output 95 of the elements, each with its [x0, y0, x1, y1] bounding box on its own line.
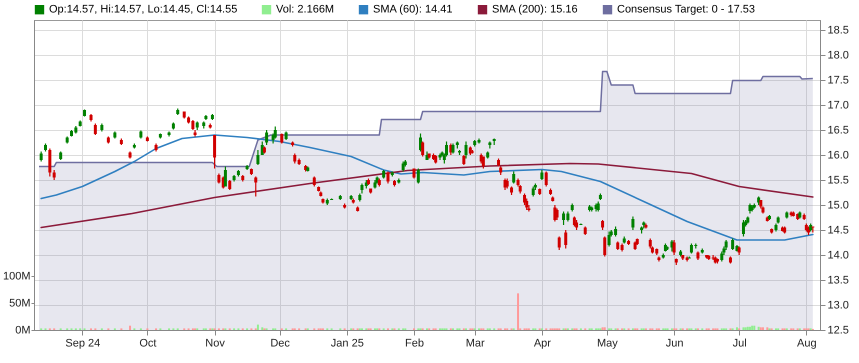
x-tick-label: Jan 25 — [330, 338, 364, 350]
legend-label: Vol: 2.166M — [276, 4, 334, 16]
candlestick — [512, 170, 516, 184]
y-tick-label: 14.0 — [828, 250, 849, 262]
candlestick — [386, 170, 390, 184]
candlestick — [532, 186, 535, 198]
bar — [751, 326, 754, 330]
candlestick — [540, 169, 544, 181]
x-tick-label: Feb — [405, 338, 424, 350]
candlestick — [452, 142, 455, 154]
candlestick — [217, 172, 220, 184]
candlestick — [482, 156, 485, 170]
candlestick — [265, 129, 268, 146]
x-tick-label: Dec — [270, 338, 290, 350]
bar — [602, 327, 604, 330]
candlestick — [566, 210, 570, 222]
bar — [604, 327, 606, 330]
bar — [129, 326, 132, 330]
candlestick — [506, 178, 509, 190]
x-tick-label: Sep 24 — [65, 338, 100, 350]
x-tick-label: Mar — [466, 338, 485, 350]
x-tick-label: Aug — [797, 338, 817, 350]
line-series — [40, 134, 814, 241]
x-tick-label: May — [597, 338, 618, 350]
y-tick-label: 17.5 — [828, 74, 849, 86]
candlestick — [562, 210, 566, 226]
candlestick — [556, 208, 559, 221]
bar — [517, 293, 520, 330]
legend-label: SMA (60): 14.41 — [373, 4, 452, 16]
candlestick — [742, 219, 745, 238]
legend-label: SMA (200): 15.16 — [492, 4, 578, 16]
x-tick-label: Nov — [205, 338, 226, 350]
candlestick — [412, 168, 416, 180]
candlestick — [416, 168, 420, 184]
x-tick-label: Jul — [732, 338, 747, 350]
candlestick — [274, 126, 277, 140]
candlestick — [694, 242, 698, 250]
candlestick — [40, 150, 43, 162]
candlestick — [631, 216, 634, 231]
y2-tick-label: 100M — [2, 270, 30, 283]
candlestick — [462, 154, 466, 166]
candlestick — [720, 250, 724, 262]
candlestick — [724, 239, 728, 251]
x-tick-label: Apr — [534, 338, 552, 350]
y-tick-label: 18.0 — [828, 50, 849, 62]
y-tick-label: 16.0 — [828, 150, 849, 162]
bar — [256, 324, 259, 330]
y2-tick-label: 0M — [15, 324, 30, 336]
candlestick — [312, 176, 316, 188]
candlestick — [544, 170, 548, 188]
y2-tick-label: 50M — [9, 298, 30, 310]
candlestick — [523, 192, 526, 206]
bar — [742, 327, 744, 330]
candlestick — [94, 122, 97, 136]
candlestick — [224, 166, 227, 188]
candlestick — [421, 140, 424, 158]
y-tick-label: 18.5 — [828, 24, 849, 36]
candlestick — [648, 238, 652, 250]
y-tick-label: 13.0 — [828, 300, 849, 312]
candlestick — [464, 140, 468, 160]
bar — [736, 327, 738, 330]
candlestick — [254, 176, 258, 198]
candlestick — [293, 152, 296, 164]
y-tick-label: 12.5 — [828, 324, 849, 336]
candlestick — [603, 236, 606, 258]
candlestick — [811, 226, 814, 234]
bar — [762, 327, 764, 330]
candlestick — [564, 229, 568, 250]
candlestick — [672, 239, 676, 256]
candlestick — [213, 134, 216, 170]
candlestick — [596, 200, 600, 212]
y-tick-label: 14.5 — [828, 224, 849, 236]
candlestick — [575, 219, 578, 231]
candlestick — [601, 219, 604, 231]
candlestick — [48, 148, 52, 178]
bar — [753, 326, 756, 330]
y-tick-label: 13.5 — [828, 274, 849, 286]
x-tick-label: Jun — [666, 338, 684, 350]
bar — [744, 327, 747, 330]
y-tick-label: 15.5 — [828, 174, 849, 186]
candlestick — [731, 238, 734, 251]
y-tick-label: 17.0 — [828, 100, 849, 112]
candlestick — [52, 169, 56, 181]
y-tick-label: 15.0 — [828, 200, 849, 212]
candlestick — [558, 236, 561, 251]
bar — [748, 326, 751, 330]
candlestick — [256, 149, 260, 166]
legend-label: Op:14.57, Hi:14.57, Lo:14.45, Cl:14.55 — [49, 4, 238, 16]
x-tick-label: Oct — [139, 338, 156, 350]
candlestick — [191, 119, 194, 131]
candlestick — [228, 179, 232, 191]
legend-label: Consensus Target: 0 - 17.53 — [617, 4, 755, 16]
candlestick — [280, 132, 284, 144]
line-series — [40, 162, 814, 228]
y-tick-label: 16.5 — [828, 124, 849, 136]
